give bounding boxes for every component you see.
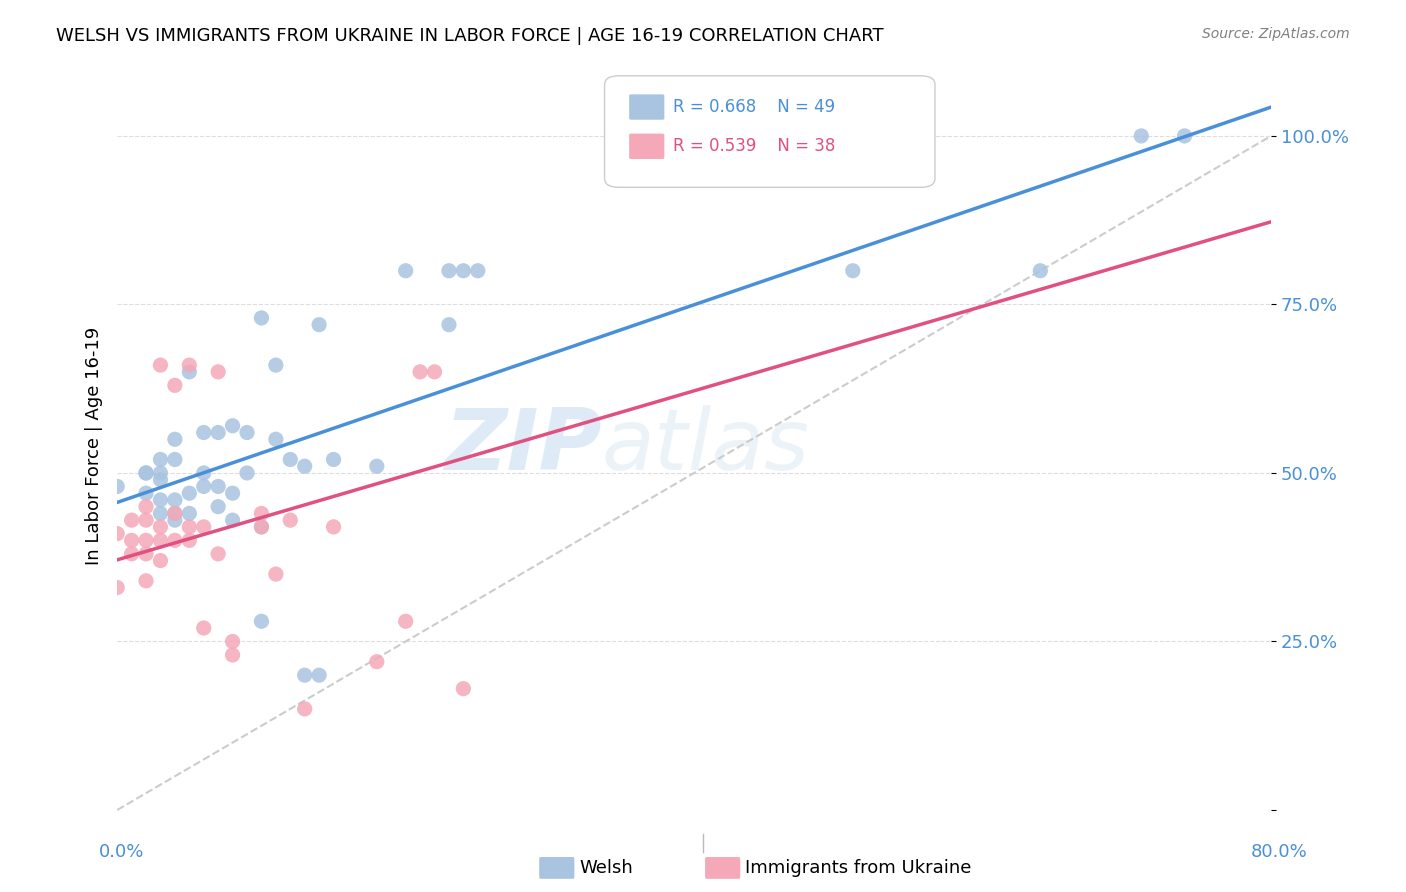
- Point: [135, 547, 157, 561]
- Point: [207, 425, 229, 440]
- Point: [135, 486, 157, 500]
- Text: Source: ZipAtlas.com: Source: ZipAtlas.com: [1202, 27, 1350, 41]
- Point: [121, 513, 143, 527]
- Text: atlas: atlas: [602, 404, 810, 488]
- Text: 80.0%: 80.0%: [1251, 843, 1308, 861]
- Point: [179, 507, 201, 521]
- Point: [193, 520, 215, 534]
- Point: [221, 648, 243, 662]
- Point: [250, 520, 273, 534]
- Point: [193, 466, 215, 480]
- Point: [121, 547, 143, 561]
- Point: [264, 358, 287, 372]
- Point: [221, 634, 243, 648]
- Point: [308, 668, 330, 682]
- Point: [395, 614, 418, 628]
- Point: [264, 567, 287, 582]
- Point: [135, 574, 157, 588]
- Point: [308, 318, 330, 332]
- Point: [149, 473, 172, 487]
- Point: [135, 500, 157, 514]
- Y-axis label: In Labor Force | Age 16-19: In Labor Force | Age 16-19: [86, 326, 103, 566]
- Point: [322, 520, 344, 534]
- Point: [366, 459, 388, 474]
- Point: [395, 264, 418, 278]
- Point: [135, 466, 157, 480]
- Point: [149, 553, 172, 567]
- Point: [135, 533, 157, 548]
- Point: [163, 507, 186, 521]
- Point: [163, 492, 186, 507]
- Point: [250, 614, 273, 628]
- Point: [294, 702, 316, 716]
- Point: [207, 547, 229, 561]
- Point: [105, 479, 128, 493]
- Point: [193, 425, 215, 440]
- Point: [453, 681, 475, 696]
- Point: [437, 318, 460, 332]
- Point: [179, 486, 201, 500]
- Text: Welsh: Welsh: [579, 859, 633, 877]
- Point: [437, 264, 460, 278]
- Point: [207, 500, 229, 514]
- Point: [322, 452, 344, 467]
- Point: [207, 365, 229, 379]
- Point: [221, 513, 243, 527]
- Text: 0.0%: 0.0%: [98, 843, 143, 861]
- Point: [207, 479, 229, 493]
- Point: [294, 668, 316, 682]
- Point: [294, 459, 316, 474]
- Text: R = 0.539    N = 38: R = 0.539 N = 38: [673, 137, 835, 155]
- Point: [179, 365, 201, 379]
- Point: [250, 507, 273, 521]
- Text: ZIP: ZIP: [444, 404, 602, 488]
- Text: WELSH VS IMMIGRANTS FROM UKRAINE IN LABOR FORCE | AGE 16-19 CORRELATION CHART: WELSH VS IMMIGRANTS FROM UKRAINE IN LABO…: [56, 27, 884, 45]
- Point: [264, 432, 287, 446]
- Point: [409, 365, 432, 379]
- Point: [163, 432, 186, 446]
- Point: [163, 378, 186, 392]
- Point: [236, 425, 259, 440]
- Point: [163, 452, 186, 467]
- Point: [236, 466, 259, 480]
- Point: [163, 533, 186, 548]
- Point: [105, 526, 128, 541]
- Point: [1029, 264, 1052, 278]
- Point: [163, 507, 186, 521]
- Text: Immigrants from Ukraine: Immigrants from Ukraine: [745, 859, 972, 877]
- Point: [149, 533, 172, 548]
- Point: [453, 264, 475, 278]
- Point: [163, 513, 186, 527]
- Point: [135, 466, 157, 480]
- Point: [149, 358, 172, 372]
- Point: [149, 466, 172, 480]
- Point: [842, 264, 865, 278]
- Point: [149, 520, 172, 534]
- Point: [366, 655, 388, 669]
- Point: [278, 452, 301, 467]
- Point: [121, 533, 143, 548]
- Point: [193, 621, 215, 635]
- Point: [105, 581, 128, 595]
- Text: R = 0.668    N = 49: R = 0.668 N = 49: [673, 98, 835, 116]
- Point: [1173, 128, 1195, 143]
- Point: [135, 513, 157, 527]
- Point: [179, 358, 201, 372]
- Point: [149, 452, 172, 467]
- Point: [467, 264, 489, 278]
- Point: [179, 533, 201, 548]
- Point: [900, 128, 922, 143]
- Point: [278, 513, 301, 527]
- Point: [193, 479, 215, 493]
- Point: [423, 365, 446, 379]
- Point: [179, 520, 201, 534]
- Point: [149, 507, 172, 521]
- Point: [221, 486, 243, 500]
- Point: [250, 520, 273, 534]
- Point: [221, 418, 243, 433]
- Point: [149, 492, 172, 507]
- Point: [1130, 128, 1153, 143]
- Point: [250, 310, 273, 325]
